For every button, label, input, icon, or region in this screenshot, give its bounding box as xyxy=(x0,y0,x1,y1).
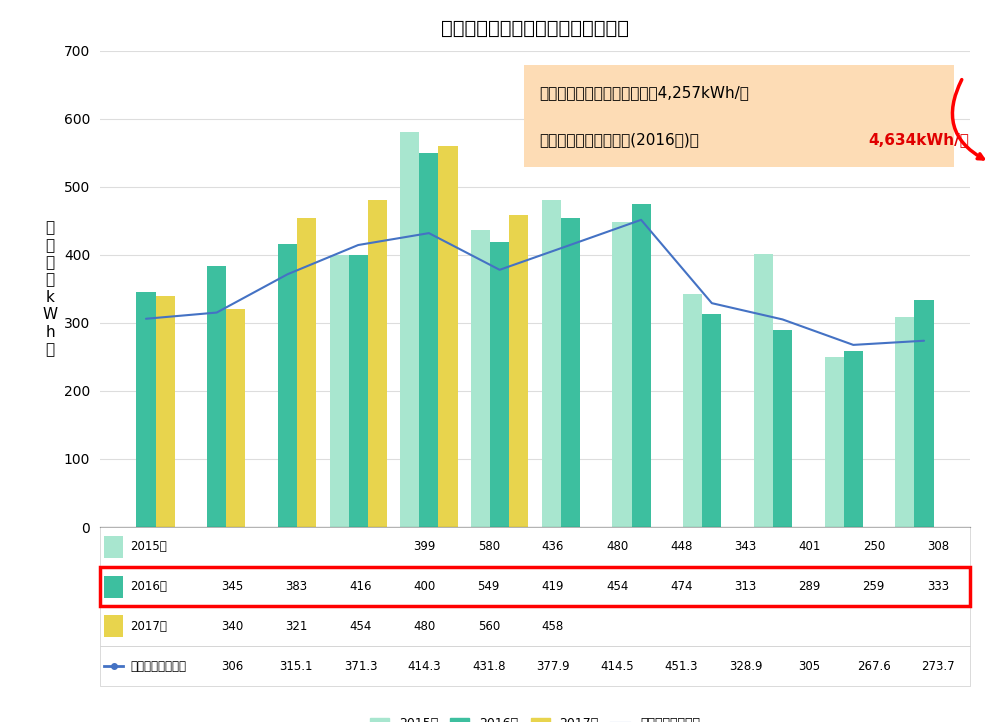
Text: 474: 474 xyxy=(670,580,693,593)
Text: シミュレーション: シミュレーション xyxy=(130,659,186,673)
Text: 377.9: 377.9 xyxy=(536,659,570,673)
Bar xyxy=(632,204,651,527)
FancyBboxPatch shape xyxy=(104,615,123,638)
Text: 315.1: 315.1 xyxy=(280,659,313,673)
Bar xyxy=(895,318,914,527)
Bar xyxy=(773,331,792,527)
Bar xyxy=(156,295,175,527)
Bar xyxy=(419,153,438,527)
Text: 371.3: 371.3 xyxy=(344,659,377,673)
Bar xyxy=(561,218,580,527)
Text: 451.3: 451.3 xyxy=(665,659,698,673)
Text: 289: 289 xyxy=(798,580,821,593)
Bar xyxy=(226,308,245,527)
Bar xyxy=(207,266,226,527)
Bar xyxy=(297,218,316,527)
Text: 419: 419 xyxy=(542,580,564,593)
Bar xyxy=(278,244,297,527)
Legend: 2015年, 2016年, 2017年, シミュレーション: 2015年, 2016年, 2017年, シミュレーション xyxy=(365,712,705,722)
Bar xyxy=(368,200,387,527)
Bar xyxy=(754,254,773,527)
Text: 設置後の実際の発電量(2016年)：: 設置後の実際の発電量(2016年)： xyxy=(539,132,699,147)
Text: 399: 399 xyxy=(413,540,436,554)
FancyBboxPatch shape xyxy=(100,646,970,686)
Text: 414.3: 414.3 xyxy=(408,659,441,673)
FancyBboxPatch shape xyxy=(524,65,954,168)
Text: 383: 383 xyxy=(285,580,307,593)
Bar xyxy=(330,256,349,527)
Text: 267.6: 267.6 xyxy=(857,659,891,673)
Text: 431.8: 431.8 xyxy=(472,659,506,673)
Bar xyxy=(509,215,528,527)
Text: 400: 400 xyxy=(413,580,436,593)
Text: 401: 401 xyxy=(798,540,821,554)
Text: 560: 560 xyxy=(478,619,500,633)
Bar xyxy=(914,300,934,527)
Text: 308: 308 xyxy=(927,540,949,554)
Bar xyxy=(825,357,844,527)
Text: 設置前のシミュレーション：4,257kWh/年: 設置前のシミュレーション：4,257kWh/年 xyxy=(539,85,749,100)
Text: 343: 343 xyxy=(734,540,757,554)
Text: 436: 436 xyxy=(542,540,564,554)
FancyBboxPatch shape xyxy=(100,606,970,646)
Text: 306: 306 xyxy=(221,659,243,673)
Text: 580: 580 xyxy=(478,540,500,554)
Y-axis label: 発
電
量
（
k
W
h
）: 発 電 量 （ k W h ） xyxy=(42,220,58,357)
Text: 250: 250 xyxy=(863,540,885,554)
Text: 416: 416 xyxy=(349,580,372,593)
Bar xyxy=(349,255,368,527)
Text: 458: 458 xyxy=(542,619,564,633)
Text: 328.9: 328.9 xyxy=(729,659,762,673)
Text: 2015年: 2015年 xyxy=(130,540,167,554)
Title: シミュレーションと実発電量の比較: シミュレーションと実発電量の比較 xyxy=(441,19,629,38)
Text: 340: 340 xyxy=(221,619,243,633)
Bar xyxy=(438,146,458,527)
Text: 305: 305 xyxy=(799,659,821,673)
Text: 414.5: 414.5 xyxy=(600,659,634,673)
Text: 549: 549 xyxy=(478,580,500,593)
Text: 313: 313 xyxy=(734,580,757,593)
Text: 480: 480 xyxy=(606,540,628,554)
FancyBboxPatch shape xyxy=(104,575,123,598)
Bar xyxy=(683,294,702,527)
FancyBboxPatch shape xyxy=(100,567,970,606)
Text: 321: 321 xyxy=(285,619,307,633)
Text: 4,634kWh/年: 4,634kWh/年 xyxy=(868,132,969,147)
Text: 448: 448 xyxy=(670,540,692,554)
Text: 480: 480 xyxy=(413,619,436,633)
Bar xyxy=(471,230,490,527)
Text: 345: 345 xyxy=(221,580,243,593)
Bar xyxy=(400,132,419,527)
FancyBboxPatch shape xyxy=(100,527,970,567)
Text: 2016年: 2016年 xyxy=(130,580,167,593)
Bar xyxy=(490,242,509,527)
Bar xyxy=(542,200,561,527)
Text: 454: 454 xyxy=(606,580,628,593)
Text: 273.7: 273.7 xyxy=(921,659,955,673)
Text: 454: 454 xyxy=(349,619,372,633)
Bar xyxy=(612,222,632,527)
Bar xyxy=(136,292,156,527)
Text: 259: 259 xyxy=(863,580,885,593)
FancyBboxPatch shape xyxy=(104,536,123,558)
Bar xyxy=(702,314,721,527)
Text: 2017年: 2017年 xyxy=(130,619,167,633)
Bar xyxy=(844,351,863,527)
Text: 333: 333 xyxy=(927,580,949,593)
